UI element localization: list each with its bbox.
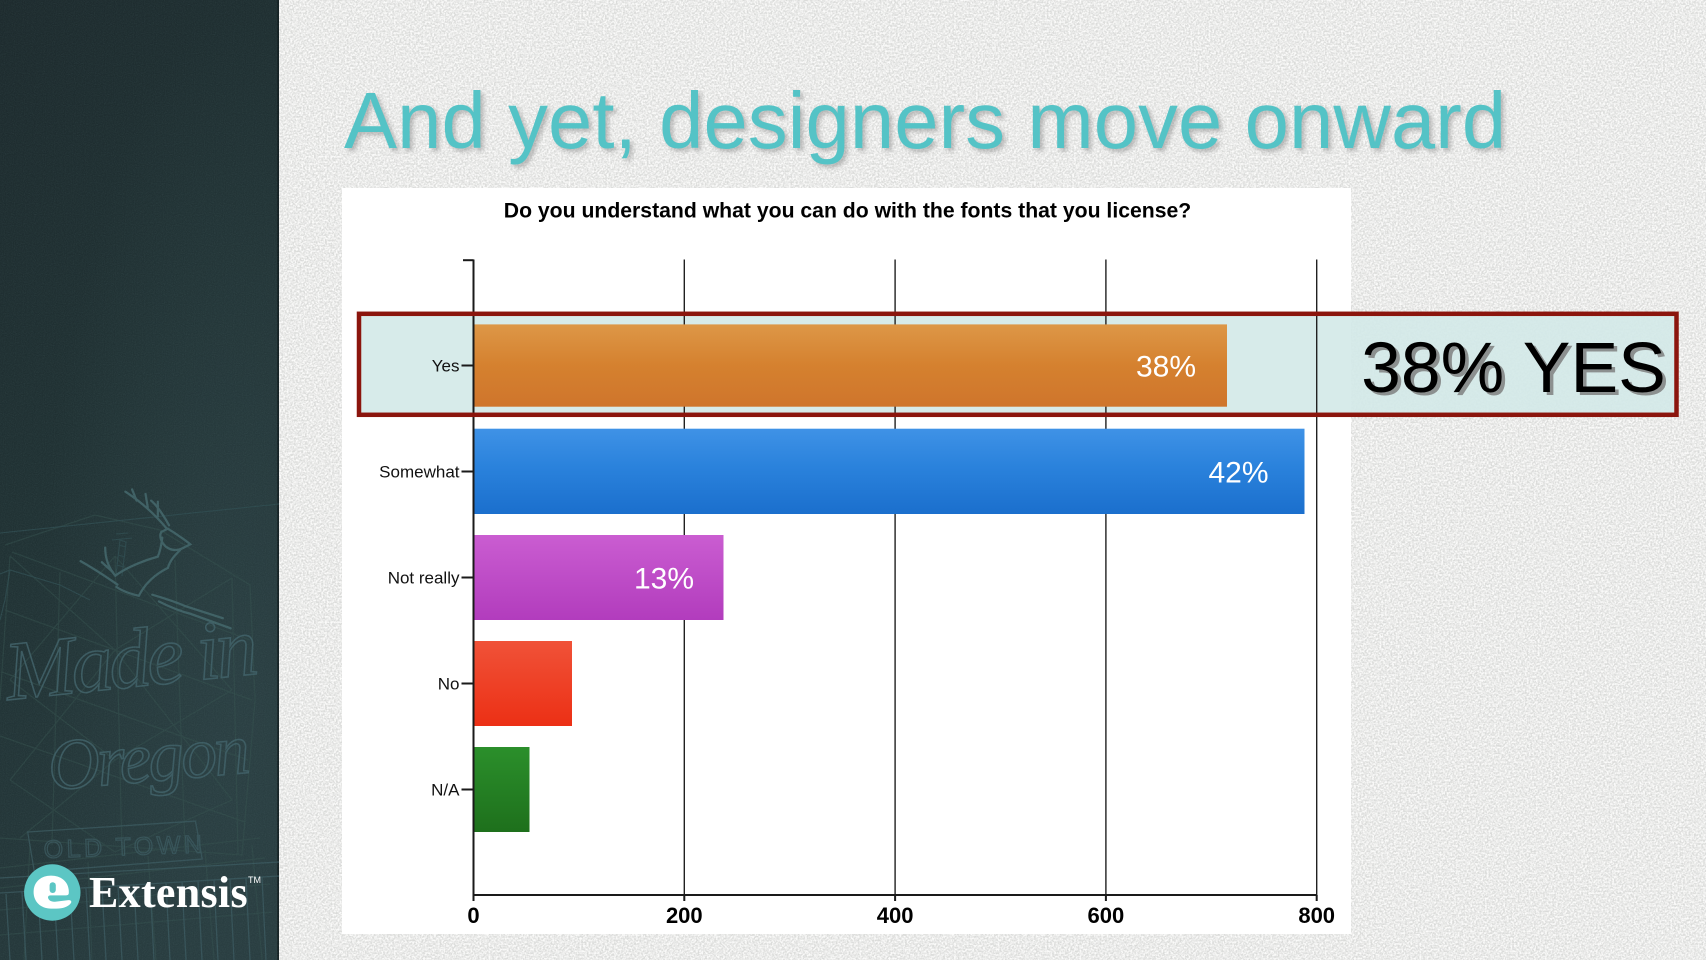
svg-text:N/A: N/A <box>431 781 460 800</box>
svg-text:38%: 38% <box>1136 350 1196 383</box>
svg-text:800: 800 <box>1298 903 1335 928</box>
svg-text:0: 0 <box>467 903 479 928</box>
svg-text:No: No <box>438 675 460 694</box>
svg-text:42%: 42% <box>1208 456 1268 489</box>
svg-text:38% YES: 38% YES <box>1365 331 1670 411</box>
svg-text:Yes: Yes <box>432 357 460 376</box>
svg-text:400: 400 <box>877 903 914 928</box>
svg-text:200: 200 <box>666 903 703 928</box>
svg-text:Extensis: Extensis <box>89 868 248 917</box>
svg-text:TM: TM <box>248 875 261 885</box>
svg-text:Not really: Not really <box>388 569 460 588</box>
svg-text:Do you understand what you can: Do you understand what you can do with t… <box>504 199 1191 222</box>
svg-text:13%: 13% <box>634 562 694 595</box>
svg-text:38% YES: 38% YES <box>1361 328 1666 408</box>
svg-text:600: 600 <box>1088 903 1125 928</box>
svg-text:Somewhat: Somewhat <box>379 463 460 482</box>
